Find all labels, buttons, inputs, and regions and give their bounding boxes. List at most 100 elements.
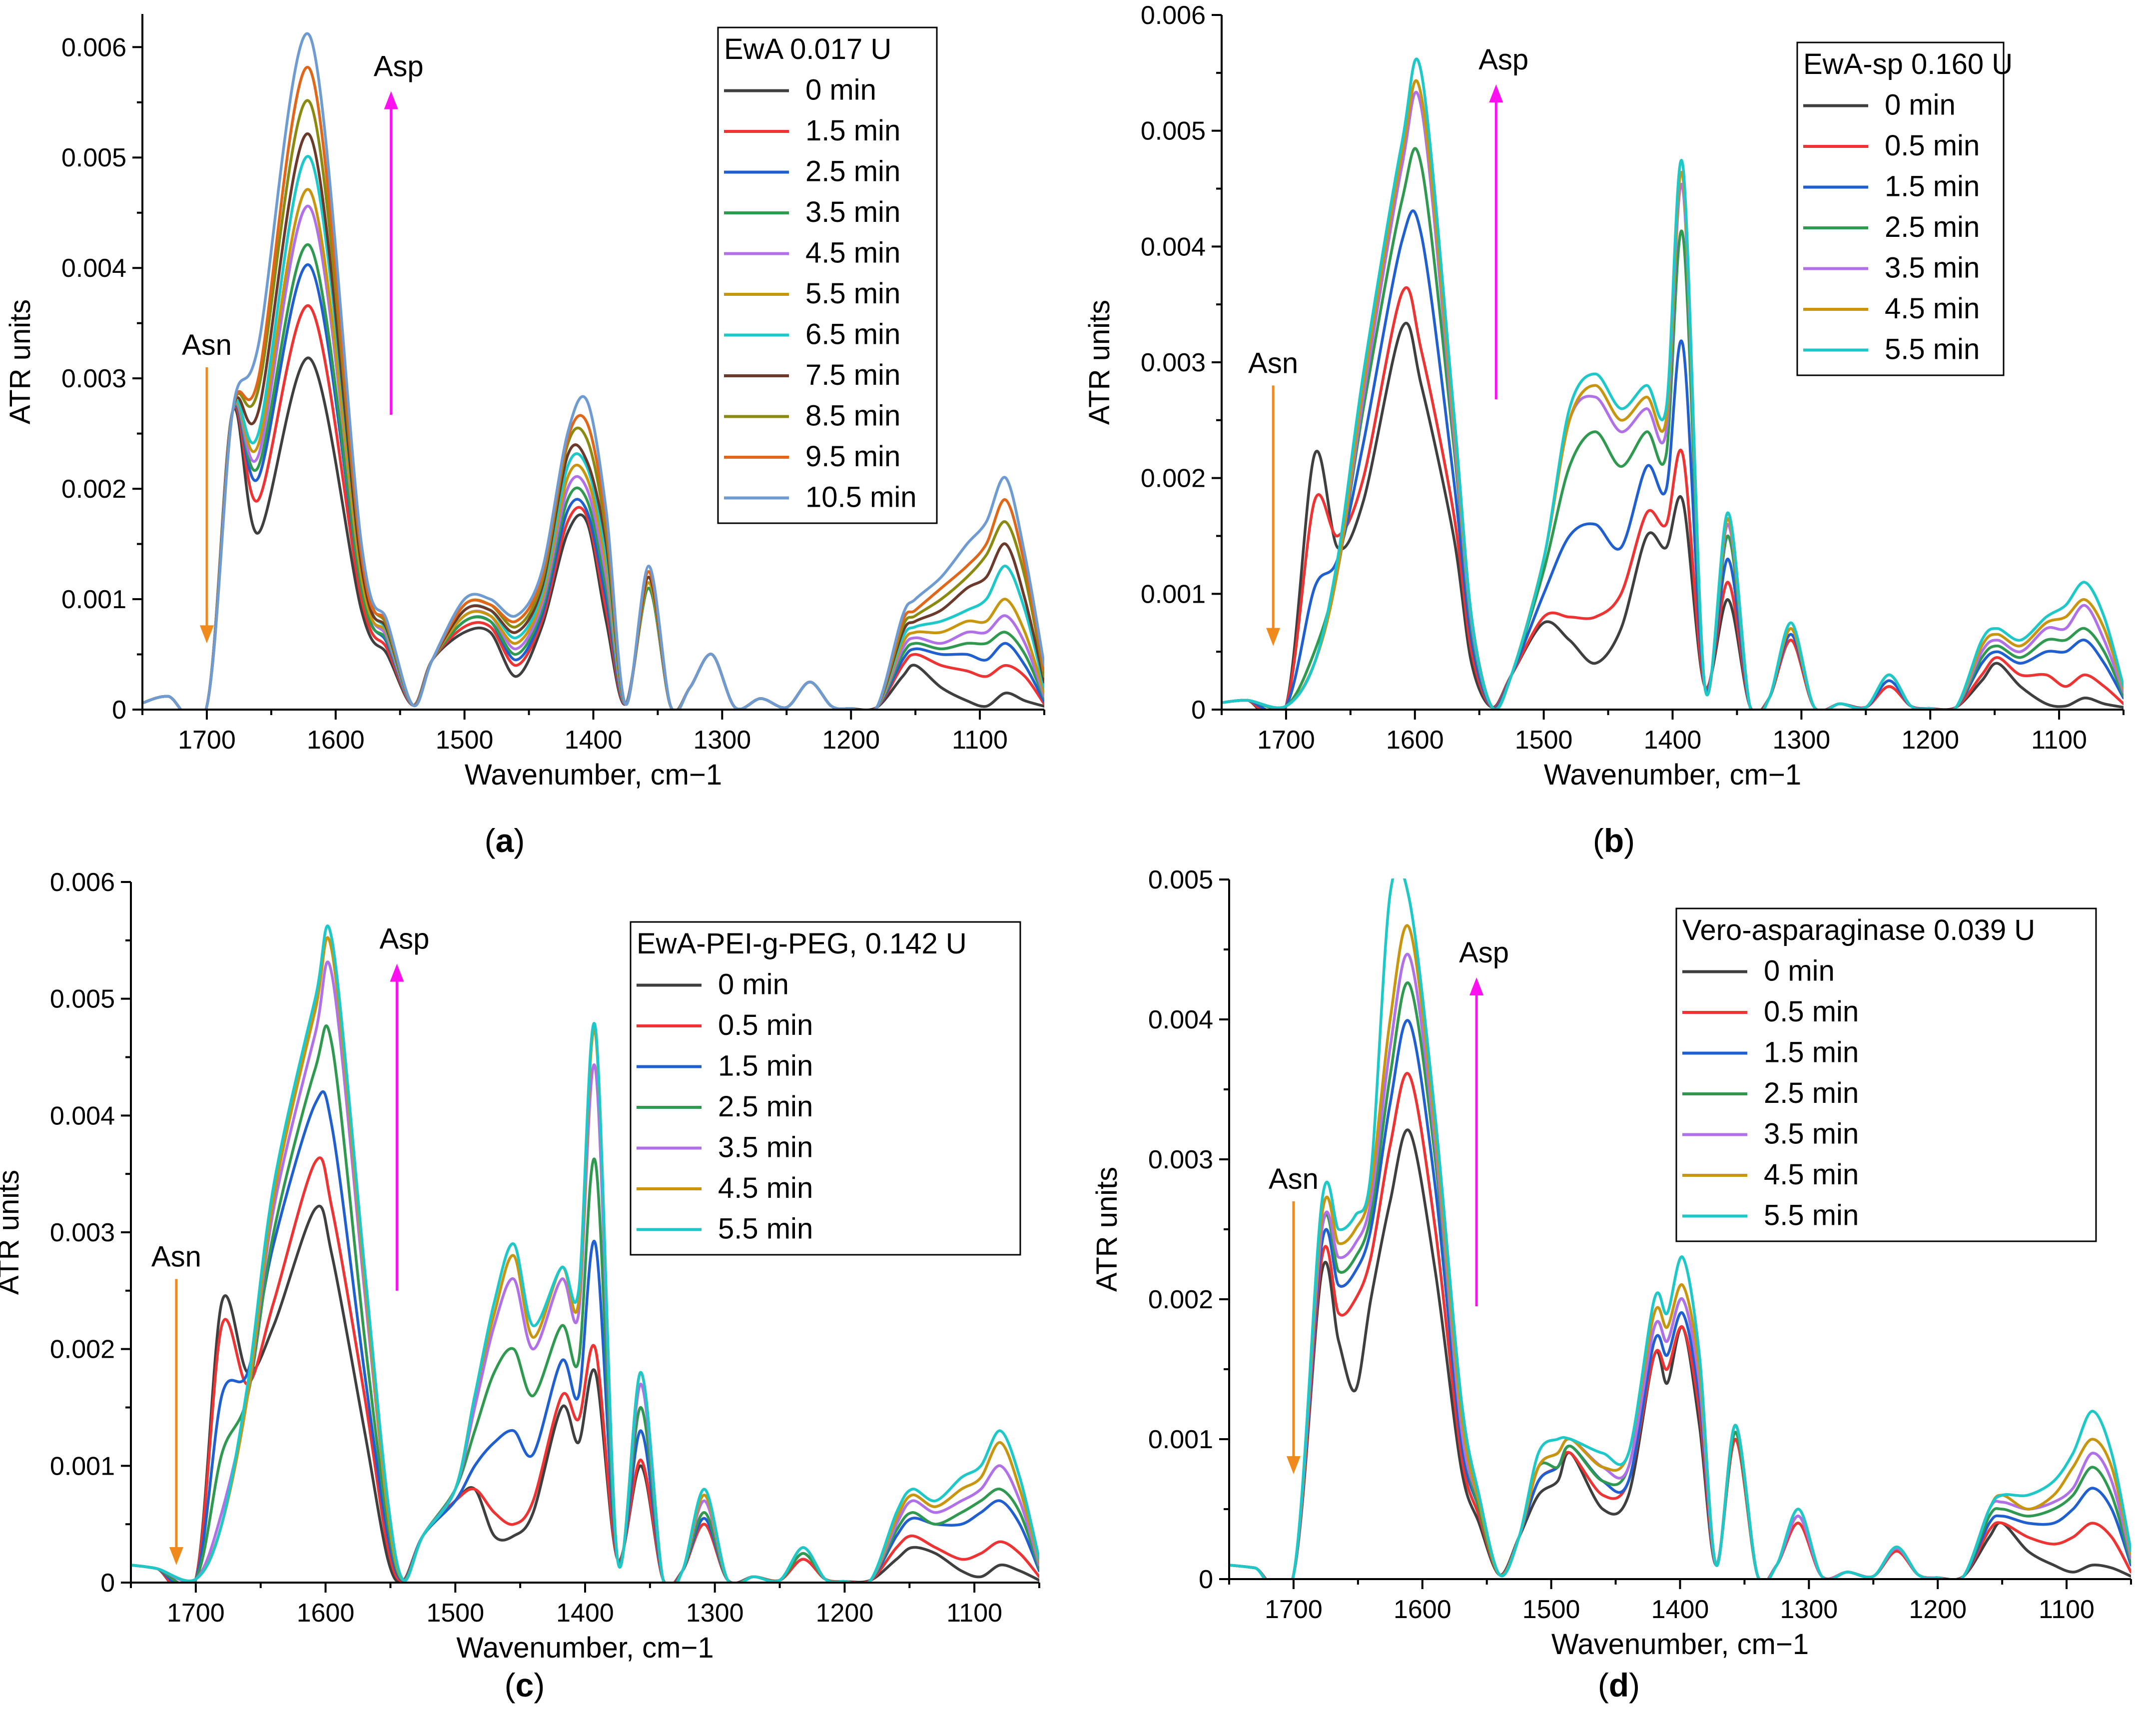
- legend-box: [630, 921, 1021, 1256]
- legend-entry: 0 min: [1764, 955, 1835, 987]
- legend-entry: 9.5 min: [805, 440, 900, 473]
- y-tick-label: 0.005: [61, 143, 126, 172]
- legend-entry: 2.5 min: [1764, 1077, 1859, 1109]
- series-line-0.5-min: [1222, 286, 2124, 710]
- legend-box: [1675, 907, 2097, 1242]
- x-tick-label: 1700: [167, 1599, 225, 1628]
- legend-entry: 4.5 min: [805, 237, 900, 269]
- x-axis-title: Wavenumber, cm−1: [465, 759, 722, 791]
- x-tick-label: 1400: [1644, 726, 1702, 755]
- series-group: [1222, 57, 2124, 710]
- legend-box: [1796, 41, 2005, 376]
- asn-label: Asn: [1269, 1163, 1319, 1195]
- panel-caption: (a): [485, 822, 525, 859]
- series-group: [142, 32, 1044, 710]
- legend: EwA-sp 0.160 U 0 min 0.5 min 1.5 min 2.5 min…: [1796, 41, 2013, 376]
- y-tick-label: 0.005: [50, 985, 115, 1014]
- x-tick-label: 1700: [178, 726, 236, 755]
- y-tick-label: 0: [112, 696, 126, 725]
- x-tick-label: 1100: [2031, 726, 2087, 755]
- legend-entry: 4.5 min: [718, 1172, 813, 1204]
- panel-b: 1700 1600 1500 1400 1300 1200 1100 0 0.001 0.002 0…: [1083, 1, 2125, 859]
- x-tick-label: 1700: [1257, 726, 1315, 755]
- x-axis-title: Wavenumber, cm−1: [1551, 1628, 1809, 1661]
- x-tick-label: 1600: [1386, 726, 1444, 755]
- x-tick-label: 1300: [686, 1599, 744, 1628]
- legend-entry: 7.5 min: [805, 359, 900, 391]
- x-tick-label: 1400: [1651, 1595, 1709, 1624]
- legend-entry: 0.5 min: [718, 1009, 813, 1041]
- asp-label: Asp: [374, 50, 424, 83]
- y-tick-label: 0.003: [1148, 1145, 1213, 1174]
- series-line-10.5-min: [142, 32, 1044, 710]
- legend-title: EwA-PEI-g-PEG, 0.142 U: [637, 927, 967, 960]
- x-tick-label: 1300: [1773, 726, 1831, 755]
- y-tick-label: 0.002: [1148, 1285, 1213, 1314]
- legend-entry: 10.5 min: [805, 481, 916, 514]
- legend-entry: 5.5 min: [1764, 1199, 1859, 1232]
- y-axis-title: ATR units: [4, 299, 36, 424]
- y-tick-label: 0.002: [61, 475, 126, 504]
- legend-entry: 3.5 min: [1764, 1118, 1859, 1150]
- asp-arrowhead: [1469, 977, 1484, 995]
- asn-label: Asn: [182, 329, 232, 361]
- asn-label: Asn: [151, 1240, 201, 1273]
- legend-entry: 5.5 min: [805, 277, 900, 310]
- asn-arrowhead: [1286, 1456, 1301, 1474]
- x-tick-label: 1600: [307, 726, 365, 755]
- y-tick-label: 0.001: [1141, 580, 1206, 609]
- y-tick-label: 0.005: [1148, 866, 1213, 894]
- x-tick-label: 1100: [952, 726, 1008, 755]
- y-tick-label: 0: [1199, 1565, 1213, 1594]
- asp-label: Asp: [1478, 43, 1528, 76]
- y-tick-label: 0.005: [1141, 117, 1206, 146]
- legend-entry: 3.5 min: [805, 196, 900, 228]
- x-tick-label: 1100: [946, 1599, 1002, 1628]
- legend-title: Vero-asparaginase 0.039 U: [1682, 914, 2035, 946]
- y-tick-label: 0: [100, 1569, 115, 1598]
- x-tick-label: 1300: [1780, 1595, 1838, 1624]
- legend-entry: 1.5 min: [805, 114, 900, 147]
- y-tick-label: 0.006: [1141, 1, 1206, 30]
- panel-d: 1700 1600 1500 1400 1300 1200 1100 0 0.001 0.002 0…: [1091, 866, 2132, 1704]
- y-axis-title: ATR units: [1083, 300, 1116, 425]
- legend-entry: 0 min: [718, 968, 789, 1001]
- x-tick-label: 1700: [1265, 1595, 1323, 1624]
- x-tick-label: 1300: [694, 726, 751, 755]
- y-tick-label: 0.001: [1148, 1425, 1213, 1454]
- legend-entry: 4.5 min: [1764, 1158, 1859, 1191]
- x-tick-label: 1500: [426, 1599, 484, 1628]
- x-tick-label: 1500: [1515, 726, 1573, 755]
- y-tick-label: 0.006: [61, 33, 126, 62]
- x-tick-label: 1600: [297, 1599, 355, 1628]
- legend-entry: 1.5 min: [718, 1050, 813, 1082]
- asn-label: Asn: [1248, 347, 1298, 379]
- legend-entry: 2.5 min: [805, 155, 900, 188]
- panel-caption: (c): [505, 1667, 545, 1704]
- panel-caption: (b): [1593, 822, 1635, 859]
- legend: EwA 0.017 U 0 min 1.5 min 2.5 min 3.5 min 4.5…: [717, 26, 938, 524]
- y-tick-label: 0.002: [1141, 464, 1206, 493]
- asp-label: Asp: [379, 923, 429, 955]
- series-line-5.5-min: [1222, 57, 2124, 710]
- legend-title: EwA 0.017 U: [724, 33, 891, 65]
- y-tick-label: 0.004: [1148, 1005, 1213, 1034]
- legend-box: [717, 26, 938, 524]
- asn-arrowhead: [1266, 628, 1281, 646]
- legend-entry: 2.5 min: [718, 1090, 813, 1123]
- legend-entry: 0.5 min: [1764, 995, 1859, 1028]
- asp-label: Asp: [1459, 936, 1509, 969]
- panel-a: 1700 1600 1500 1400 1300 1200 1100 0 0.001 0.002 0…: [4, 14, 1045, 859]
- x-tick-label: 1600: [1394, 1595, 1451, 1624]
- y-tick-label: 0.003: [61, 364, 126, 393]
- y-tick-label: 0.001: [61, 585, 126, 614]
- legend-entry: 1.5 min: [1764, 1036, 1859, 1069]
- legend: Vero-asparaginase 0.039 U 0 min 0.5 min 1.5…: [1675, 907, 2097, 1242]
- asp-arrowhead: [384, 91, 398, 109]
- x-tick-label: 1200: [816, 1599, 874, 1628]
- y-tick-label: 0.004: [50, 1101, 115, 1130]
- legend-entry: 6.5 min: [805, 318, 900, 351]
- x-tick-label: 1100: [2039, 1595, 2095, 1624]
- legend-entry: 5.5 min: [718, 1213, 813, 1245]
- legend-entry: 3.5 min: [718, 1131, 813, 1164]
